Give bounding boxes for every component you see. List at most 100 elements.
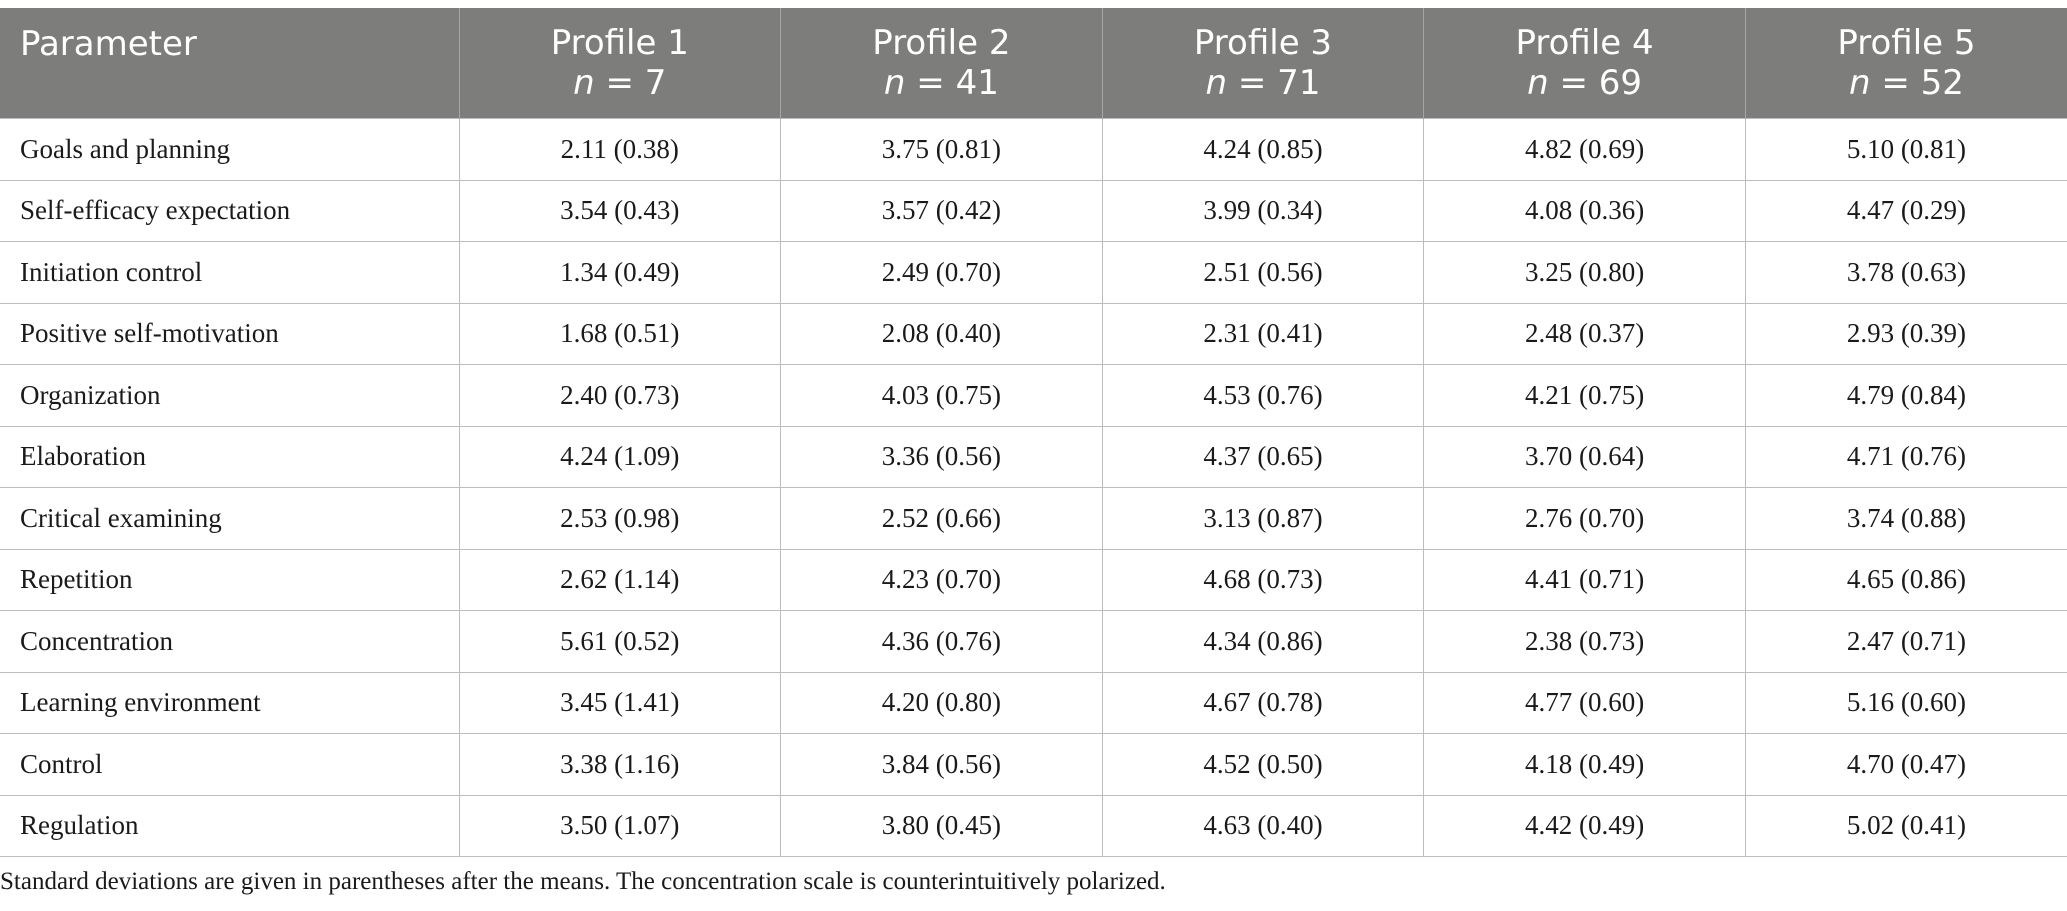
header-profile-5: Profile 5 n = 52 [1744, 8, 2067, 119]
cell-profile-5: 3.78 (0.63) [1744, 241, 2067, 304]
cell-profile-3: 4.37 (0.65) [1101, 425, 1425, 488]
cell-profile-3: 4.53 (0.76) [1101, 364, 1425, 427]
row-parameter: Concentration [0, 610, 460, 673]
profile-label: Profile 4 [1515, 23, 1654, 63]
cell-profile-1: 2.11 (0.38) [458, 118, 782, 181]
cell-profile-5: 4.71 (0.76) [1744, 425, 2067, 488]
cell-profile-1: 5.61 (0.52) [458, 610, 782, 673]
n-symbol: n [883, 63, 906, 103]
n-value: = 41 [905, 63, 999, 103]
cell-profile-1: 3.50 (1.07) [458, 794, 782, 857]
table-row: Critical examining 2.53 (0.98) 2.52 (0.66)… [0, 487, 2067, 550]
table-row: Positive self-motivation 1.68 (0.51) 2.08 … [0, 302, 2067, 365]
cell-profile-5: 4.79 (0.84) [1744, 364, 2067, 427]
cell-profile-4: 4.42 (0.49) [1423, 794, 1746, 857]
table-row: Learning environment 3.45 (1.41) 4.20 (0.8… [0, 671, 2067, 734]
cell-profile-5: 2.47 (0.71) [1744, 610, 2067, 673]
header-profile-1: Profile 1 n = 7 [458, 8, 781, 119]
cell-profile-4: 4.21 (0.75) [1423, 364, 1746, 427]
n-symbol: n [1848, 63, 1871, 103]
cell-profile-1: 3.38 (1.16) [458, 733, 782, 796]
cell-profile-5: 5.16 (0.60) [1744, 671, 2067, 734]
cell-profile-2: 3.75 (0.81) [780, 118, 1103, 181]
cell-profile-3: 3.13 (0.87) [1101, 487, 1425, 550]
table-row: Elaboration 4.24 (1.09) 3.36 (0.56) 4.37 (0… [0, 425, 2067, 488]
profile-label: Profile 5 [1837, 23, 1976, 63]
table-container: Parameter Profile 1 n = 7 Profile 2 n = … [0, 8, 2067, 857]
row-parameter: Positive self-motivation [0, 302, 460, 365]
row-parameter: Critical examining [0, 487, 460, 550]
cell-profile-3: 4.52 (0.50) [1101, 733, 1425, 796]
profile-sample-size: n = 71 [1103, 63, 1424, 103]
cell-profile-4: 2.38 (0.73) [1423, 610, 1746, 673]
row-parameter: Learning environment [0, 671, 460, 734]
cell-profile-4: 4.82 (0.69) [1423, 118, 1746, 181]
row-parameter: Self-efficacy expectation [0, 179, 460, 242]
table-row: Concentration 5.61 (0.52) 4.36 (0.76) 4.34 … [0, 610, 2067, 673]
profile-sample-size: n = 69 [1424, 63, 1745, 103]
cell-profile-5: 3.74 (0.88) [1744, 487, 2067, 550]
cell-profile-1: 2.40 (0.73) [458, 364, 782, 427]
cell-profile-3: 3.99 (0.34) [1101, 179, 1425, 242]
cell-profile-2: 4.20 (0.80) [780, 671, 1103, 734]
profile-label: Profile 3 [1193, 23, 1333, 63]
n-symbol: n [1205, 63, 1228, 103]
cell-profile-2: 2.08 (0.40) [780, 302, 1103, 365]
row-parameter: Goals and planning [0, 118, 460, 181]
cell-profile-4: 2.48 (0.37) [1423, 302, 1746, 365]
profile-sample-size: n = 41 [781, 63, 1102, 103]
cell-profile-5: 4.70 (0.47) [1744, 733, 2067, 796]
cell-profile-5: 4.65 (0.86) [1744, 548, 2067, 611]
profile-sample-size: n = 7 [460, 63, 781, 103]
cell-profile-2: 4.23 (0.70) [780, 548, 1103, 611]
table-row: Control 3.38 (1.16) 3.84 (0.56) 4.52 (0.50)… [0, 733, 2067, 796]
cell-profile-3: 4.67 (0.78) [1101, 671, 1425, 734]
table-row: Regulation 3.50 (1.07) 3.80 (0.45) 4.63 (0.… [0, 794, 2067, 857]
cell-profile-3: 4.34 (0.86) [1101, 610, 1425, 673]
table-row: Goals and planning 2.11 (0.38) 3.75 (0.81)… [0, 118, 2067, 181]
n-value: = 52 [1870, 63, 1964, 103]
cell-profile-4: 3.70 (0.64) [1423, 425, 1746, 488]
row-parameter: Control [0, 733, 460, 796]
row-parameter: Elaboration [0, 425, 460, 488]
cell-profile-1: 3.45 (1.41) [458, 671, 782, 734]
table-footnote: Standard deviations are given in parenth… [0, 868, 1166, 895]
cell-profile-5: 5.02 (0.41) [1744, 794, 2067, 857]
cell-profile-4: 3.25 (0.80) [1423, 241, 1746, 304]
cell-profile-2: 3.57 (0.42) [780, 179, 1103, 242]
row-parameter: Repetition [0, 548, 460, 611]
n-symbol: n [573, 63, 595, 103]
table-header: Parameter Profile 1 n = 7 Profile 2 n = … [0, 8, 2067, 119]
table-body: Goals and planning 2.11 (0.38) 3.75 (0.81)… [0, 118, 2067, 857]
header-profile-2: Profile 2 n = 41 [780, 8, 1103, 119]
cell-profile-3: 4.63 (0.40) [1101, 794, 1425, 857]
row-parameter: Regulation [0, 794, 460, 857]
cell-profile-1: 3.54 (0.43) [458, 179, 782, 242]
n-value: = 69 [1548, 63, 1643, 103]
header-profile-4: Profile 4 n = 69 [1423, 8, 1746, 119]
table-row: Initiation control 1.34 (0.49) 2.49 (0.70)… [0, 241, 2067, 304]
cell-profile-5: 5.10 (0.81) [1744, 118, 2067, 181]
table-row: Organization 2.40 (0.73) 4.03 (0.75) 4.53 (… [0, 364, 2067, 427]
profile-sample-size: n = 52 [1746, 63, 2067, 103]
cell-profile-5: 4.47 (0.29) [1744, 179, 2067, 242]
profile-label: Profile 1 [550, 23, 689, 63]
cell-profile-1: 2.62 (1.14) [458, 548, 782, 611]
cell-profile-1: 1.34 (0.49) [458, 241, 782, 304]
cell-profile-4: 4.41 (0.71) [1423, 548, 1746, 611]
profiles-table: Parameter Profile 1 n = 7 Profile 2 n = … [0, 8, 2067, 857]
table-row: Self-efficacy expectation 3.54 (0.43) 3.57… [0, 179, 2067, 242]
cell-profile-2: 4.36 (0.76) [780, 610, 1103, 673]
cell-profile-3: 4.24 (0.85) [1101, 118, 1425, 181]
header-row: Parameter Profile 1 n = 7 Profile 2 n = … [0, 8, 2067, 119]
cell-profile-2: 2.52 (0.66) [780, 487, 1103, 550]
n-symbol: n [1527, 63, 1549, 103]
header-parameter: Parameter [0, 8, 459, 119]
cell-profile-4: 4.18 (0.49) [1423, 733, 1746, 796]
cell-profile-2: 4.03 (0.75) [780, 364, 1103, 427]
cell-profile-5: 2.93 (0.39) [1744, 302, 2067, 365]
cell-profile-1: 2.53 (0.98) [458, 487, 782, 550]
header-profile-3: Profile 3 n = 71 [1101, 8, 1424, 119]
table-row: Repetition 2.62 (1.14) 4.23 (0.70) 4.68 (0.… [0, 548, 2067, 611]
cell-profile-3: 2.31 (0.41) [1101, 302, 1425, 365]
